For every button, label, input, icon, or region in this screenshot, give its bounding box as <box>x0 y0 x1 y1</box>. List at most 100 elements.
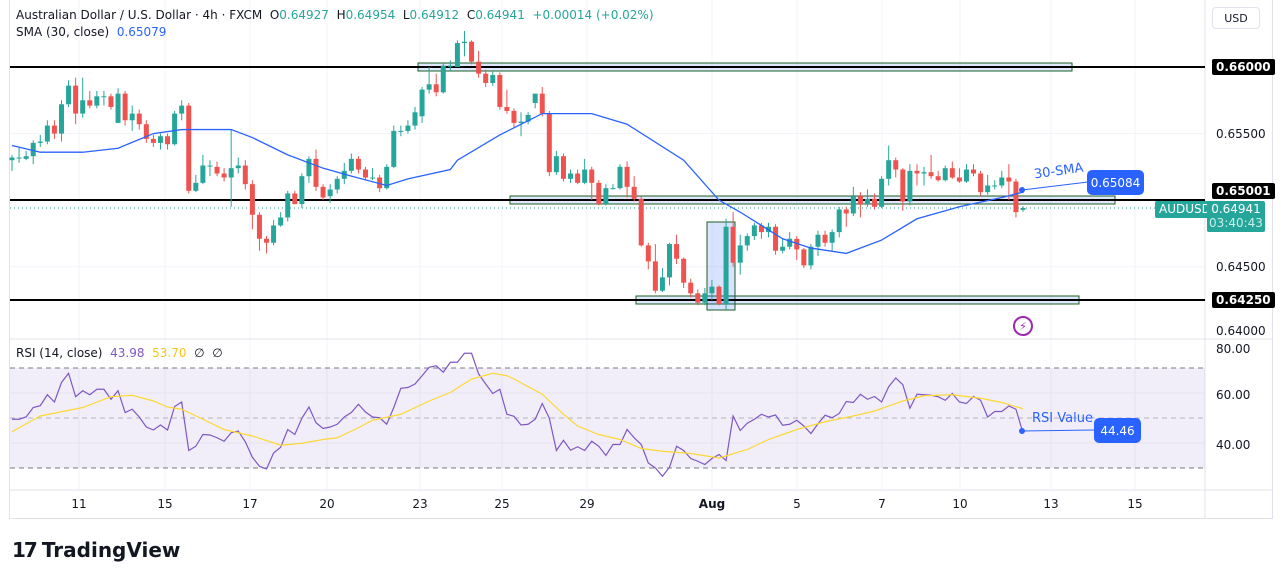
candle-body <box>808 246 814 266</box>
symbol-title[interactable]: Australian Dollar / U.S. Dollar · 4h · F… <box>16 8 263 22</box>
sma-value: 0.65079 <box>116 25 167 39</box>
lightning-bolt-icon[interactable]: ⚡ <box>1013 316 1033 336</box>
candle-body <box>603 188 609 205</box>
candle-body <box>87 100 93 106</box>
candle-body <box>928 172 934 177</box>
candle-body <box>985 185 991 193</box>
candle-body <box>129 113 135 121</box>
candle-body <box>674 244 680 259</box>
bar-countdown: 03:40:43 <box>1209 216 1263 230</box>
candle-body <box>963 169 969 182</box>
candle-body <box>447 65 453 67</box>
candle-body <box>504 106 510 111</box>
candle-body <box>688 282 694 294</box>
candle-body <box>143 124 149 139</box>
x-tick: 15 <box>157 497 173 511</box>
candle-body <box>702 293 708 303</box>
candle-body <box>780 246 786 251</box>
candle-body <box>1006 177 1012 182</box>
currency-button[interactable]: USD <box>1212 7 1260 29</box>
candle-body <box>355 158 361 170</box>
candle-body <box>157 136 163 143</box>
candle-body <box>483 73 489 83</box>
low-value: 0.64912 <box>409 8 460 22</box>
candle-body <box>956 177 962 182</box>
candle-body <box>405 125 411 131</box>
candle-body <box>716 286 722 304</box>
candle-body <box>773 226 779 251</box>
candle-body <box>709 286 715 294</box>
candle-body <box>575 173 581 183</box>
candle-body <box>44 125 50 142</box>
candle-body <box>744 236 750 246</box>
candle-body <box>525 114 531 122</box>
candle-body <box>136 113 142 125</box>
candle-body <box>264 238 270 243</box>
candle-body <box>313 158 319 187</box>
candle-body <box>836 209 842 233</box>
candle-body <box>221 173 227 178</box>
candle-body <box>971 169 977 174</box>
symbol-tag: AUDUSD <box>1155 201 1215 218</box>
rsi-annotation-box[interactable]: 44.46 <box>1094 418 1141 443</box>
high-value: 0.64954 <box>345 8 396 22</box>
tradingview-logo-icon: 17 <box>12 538 38 562</box>
tradingview-logo[interactable]: 17 TradingView <box>12 538 180 562</box>
candle-body <box>864 198 870 205</box>
sma-annotation-box[interactable]: 0.65084 <box>1087 170 1144 195</box>
candle-body <box>461 41 467 44</box>
candle-body <box>893 160 899 170</box>
candle-body <box>256 214 262 239</box>
candle-body <box>115 93 121 123</box>
candle-body <box>921 172 927 174</box>
candle-body <box>624 166 630 187</box>
candle-body <box>370 177 376 179</box>
candle-body <box>914 170 920 174</box>
x-tick: 7 <box>878 497 886 511</box>
candle-body <box>66 85 72 105</box>
candle-body <box>907 170 913 202</box>
candle-body <box>490 74 496 83</box>
candle-body <box>23 156 29 159</box>
candle-body <box>207 165 213 167</box>
candle-body <box>9 157 15 161</box>
rsi-ma-line <box>11 372 1024 459</box>
candle-body <box>334 178 340 190</box>
price-tick: 0.64000 <box>1216 324 1266 339</box>
candle-body <box>16 157 22 159</box>
last-price-tag: 0.64941 03:40:43 <box>1207 201 1265 232</box>
x-tick: 23 <box>412 497 428 511</box>
candle-body <box>850 196 856 214</box>
close-label: C <box>466 8 476 22</box>
candle-body <box>978 173 984 193</box>
candle-body <box>122 93 128 121</box>
rsi-annotation-text[interactable]: RSI Value <box>1032 411 1093 426</box>
x-tick: 13 <box>1043 497 1059 511</box>
candle-body <box>857 196 863 205</box>
candle-body <box>787 238 793 247</box>
rsi-tick: 80.00 <box>1216 342 1251 356</box>
candle-body <box>200 165 206 183</box>
candle-body <box>935 176 941 181</box>
candle-body <box>900 169 906 202</box>
candle-body <box>108 96 114 107</box>
candle-body <box>872 198 878 207</box>
candle-body <box>320 186 326 198</box>
rsi-annotation-dot <box>1019 428 1025 434</box>
candle-body <box>532 93 538 103</box>
candle-body <box>80 100 86 114</box>
candle-body <box>681 258 687 283</box>
candle-body <box>695 293 701 303</box>
candle-body <box>553 156 559 173</box>
candle-body <box>560 156 566 179</box>
candle-body <box>433 84 439 93</box>
x-tick: 15 <box>1127 497 1143 511</box>
open-value: 0.64927 <box>279 8 329 22</box>
legend-sma[interactable]: SMA (30, close) 0.65079 <box>16 25 166 39</box>
legend-rsi[interactable]: RSI (14, close) 43.98 53.70 ∅ ∅ <box>16 346 223 360</box>
sma-label: SMA (30, close) <box>16 25 110 39</box>
candle-body <box>518 121 524 123</box>
candle-body <box>617 166 623 189</box>
candle-body <box>815 234 821 247</box>
